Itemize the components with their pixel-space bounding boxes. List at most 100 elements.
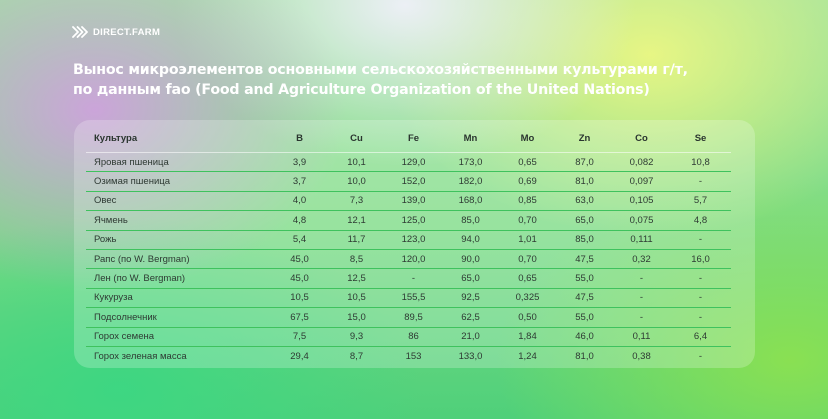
crop-name-cell: Горох зеленая масса: [94, 350, 187, 362]
crop-name-cell: Лен (по W. Bergman): [86, 268, 271, 289]
value-cell: 46,0: [556, 327, 613, 347]
value-cell: 62,5: [442, 307, 499, 328]
table-row: Кукуруза 10,5 10,5 155,5 92,5 0,325 47,5- -: [86, 288, 731, 309]
value-cell: 0,38: [632, 350, 651, 362]
value-cell: 0,32: [613, 249, 670, 270]
table-row: Лен (по W. Bergman) 45,0 12,5-65,0 0,65 55,0…: [86, 268, 731, 289]
page-title-line-1: Вынос микроэлементов основными сельскохо…: [73, 62, 688, 78]
value-cell: 0,075: [613, 210, 670, 231]
page-title: Вынос микроэлементов основными сельскохо…: [73, 60, 773, 100]
value-cell: 152,0: [385, 171, 442, 192]
table-row: Рапс (по W. Bergman) 45,0 8,5 120,0 90,0 0,70…: [86, 249, 731, 270]
table-row: Озимая пшеница 3,7 10,0 152,0 182,0 0,69 81,0 0…: [86, 171, 731, 192]
value-cell: 65,0: [556, 210, 613, 231]
value-cell: 5,4: [271, 230, 328, 250]
value-cell: -: [670, 307, 731, 328]
table-row: Горох семена 7,5 9,3 86 21,0 1,84 46,0 0,11 6,4: [86, 327, 731, 347]
value-cell: 90,0: [442, 249, 499, 270]
crop-name-cell: Озимая пшеница: [86, 171, 271, 192]
value-cell: 120,0: [385, 249, 442, 270]
table-card: Культура B Cu Fe Mn Mo Zn Co Se Яровая пшеница 3,…: [74, 120, 755, 368]
table-row: Рожь 5,4 11,7 123,0 94,0 1,01 85,0 0,111-: [86, 230, 731, 250]
value-cell: 4,8: [271, 210, 328, 231]
value-cell: 0,082: [613, 152, 670, 173]
value-cell: 0,85: [499, 191, 556, 212]
value-cell: 55,0: [556, 268, 613, 289]
crop-name-cell: Ячмень: [86, 210, 271, 231]
value-cell: 10,1: [328, 152, 385, 173]
value-cell: 168,0: [442, 191, 499, 212]
value-cell: 8,5: [328, 249, 385, 270]
crop-name-cell: Рапс (по W. Bergman): [86, 249, 271, 270]
value-cell: 47,5: [556, 249, 613, 270]
table-row: Яровая пшеница 3,9 10,1 129,0 173,0 0,65 87,0 0…: [86, 152, 731, 173]
value-cell: 65,0: [442, 268, 499, 289]
value-cell: 86: [385, 327, 442, 347]
table-row: Ячмень 4,8 12,1 125,0 85,0 0,70 65,0 0,075 4,8: [86, 210, 731, 231]
value-cell: 7,3: [328, 191, 385, 212]
crop-name-cell: Подсолнечник: [86, 307, 271, 328]
value-cell: 3,7: [271, 171, 328, 192]
value-cell: 155,5: [385, 288, 442, 309]
table-header-row: Культура B Cu Fe Mn Mo Zn Co Se: [86, 124, 731, 153]
value-cell: 85,0: [442, 210, 499, 231]
value-cell: 0,111: [613, 230, 670, 250]
value-cell: 12,5: [328, 268, 385, 289]
value-cell: 10,0: [328, 171, 385, 192]
column-header-cu: Cu: [328, 124, 385, 153]
value-cell: 10,8: [670, 152, 731, 173]
value-cell: 0,097: [613, 171, 670, 192]
value-cell: -: [670, 171, 731, 192]
value-cell: 0,70: [499, 210, 556, 231]
value-cell: 173,0: [442, 152, 499, 173]
value-cell: 9,3: [328, 327, 385, 347]
chevrons-right-icon: [72, 26, 88, 38]
value-cell: 81,0: [575, 350, 594, 362]
column-header-mo: Mo: [499, 124, 556, 153]
value-cell: 3,9: [271, 152, 328, 173]
value-cell: 0,69: [499, 171, 556, 192]
value-cell: -: [670, 230, 731, 250]
column-header-b: B: [271, 124, 328, 153]
column-header-se: Se: [670, 124, 731, 153]
value-cell: -: [385, 268, 442, 289]
value-cell: 92,5: [442, 288, 499, 309]
value-cell: -: [613, 268, 670, 289]
table-row: Горох зеленая масса 29,4 8,7 153 133,0 1,24 81…: [86, 346, 731, 365]
value-cell: 0,65: [499, 152, 556, 173]
value-cell: -: [670, 288, 731, 309]
crop-name-cell: Кукуруза: [86, 288, 271, 309]
value-cell: 85,0: [556, 230, 613, 250]
value-cell: 11,7: [328, 230, 385, 250]
value-cell: 89,5: [385, 307, 442, 328]
value-cell: 182,0: [442, 171, 499, 192]
value-cell: 47,5: [556, 288, 613, 309]
value-cell: 87,0: [556, 152, 613, 173]
value-cell: 12,1: [328, 210, 385, 231]
value-cell: 10,5: [328, 288, 385, 309]
value-cell: 5,7: [670, 191, 731, 212]
value-cell: 139,0: [385, 191, 442, 212]
value-cell: -: [613, 307, 670, 328]
value-cell: 45,0: [271, 249, 328, 270]
column-header-co: Co: [613, 124, 670, 153]
table-row: Овес 4,0 7,3 139,0 168,0 0,85 63,0 0,105 5,7: [86, 191, 731, 212]
table-row: Подсолнечник 67,5 15,0 89,5 62,5 0,50 55,0- -: [86, 307, 731, 328]
column-header-fe: Fe: [385, 124, 442, 153]
value-cell: 129,0: [385, 152, 442, 173]
value-cell: 7,5: [271, 327, 328, 347]
crop-name-cell: Овес: [86, 191, 271, 212]
column-header-zn: Zn: [556, 124, 613, 153]
value-cell: -: [613, 288, 670, 309]
value-cell: 63,0: [556, 191, 613, 212]
value-cell: 10,5: [271, 288, 328, 309]
column-header-mn: Mn: [442, 124, 499, 153]
value-cell: 6,4: [670, 327, 731, 347]
value-cell: 133,0: [458, 350, 483, 362]
value-cell: -: [670, 268, 731, 289]
value-cell: 0,70: [499, 249, 556, 270]
value-cell: 81,0: [556, 171, 613, 192]
value-cell: -: [698, 350, 703, 362]
value-cell: 15,0: [328, 307, 385, 328]
crop-name-cell: Яровая пшеница: [86, 152, 271, 173]
